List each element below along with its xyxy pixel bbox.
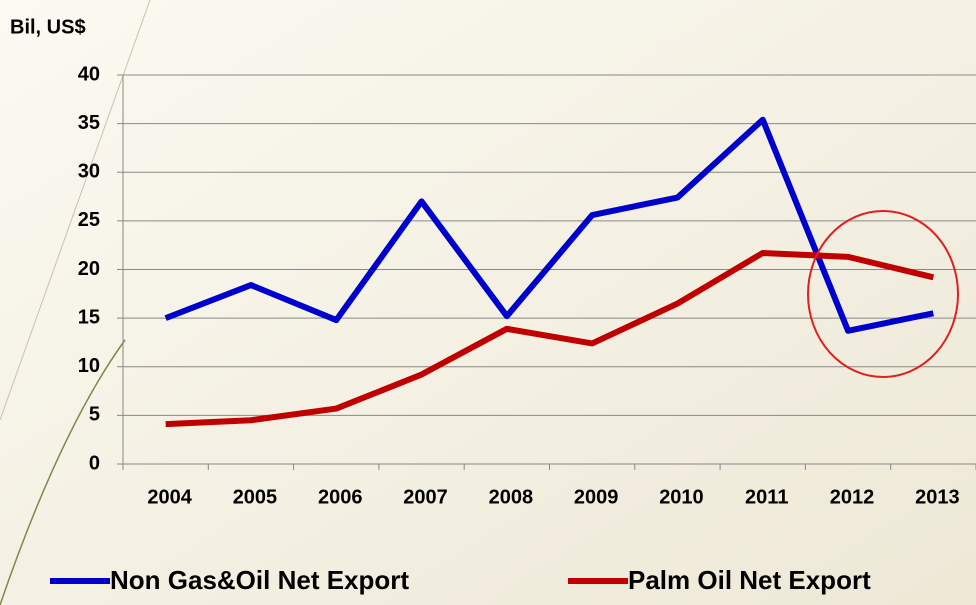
y-tick-label: 0 <box>89 452 100 474</box>
y-tick-label: 35 <box>78 112 100 134</box>
y-tick-label: 15 <box>78 306 100 328</box>
legend-label: Palm Oil Net Export <box>628 565 871 595</box>
x-tick-label: 2008 <box>489 486 534 508</box>
y-tick-label: 30 <box>78 161 100 183</box>
legend-label: Non Gas&Oil Net Export <box>110 565 409 595</box>
y-tick-label: 10 <box>78 355 100 377</box>
y-axis-label: Bil, US$ <box>10 16 86 38</box>
x-tick-label: 2005 <box>233 486 278 508</box>
y-tick-label: 40 <box>78 63 100 85</box>
decoration <box>0 0 151 421</box>
x-tick-label: 2007 <box>403 486 448 508</box>
x-tick-label: 2010 <box>659 486 704 508</box>
series-line <box>164 116 934 334</box>
y-tick-label: 25 <box>78 209 100 231</box>
x-tick-label: 2006 <box>318 486 363 508</box>
y-tick-label: 5 <box>89 404 100 426</box>
y-tick-label: 20 <box>78 258 100 280</box>
decoration <box>0 339 126 605</box>
x-tick-label: 2013 <box>915 486 960 508</box>
plot: 0 5 10 15 20 25 30 35 40 2004 2005 2006 2007 2008 2009… <box>50 63 976 595</box>
annotation-circle <box>807 210 959 378</box>
x-tick-label: 2011 <box>745 486 788 508</box>
x-tick-label: 2004 <box>147 486 192 508</box>
series-line <box>165 249 935 428</box>
x-tick-label: 2012 <box>830 486 875 508</box>
x-tick-label: 2009 <box>574 486 619 508</box>
